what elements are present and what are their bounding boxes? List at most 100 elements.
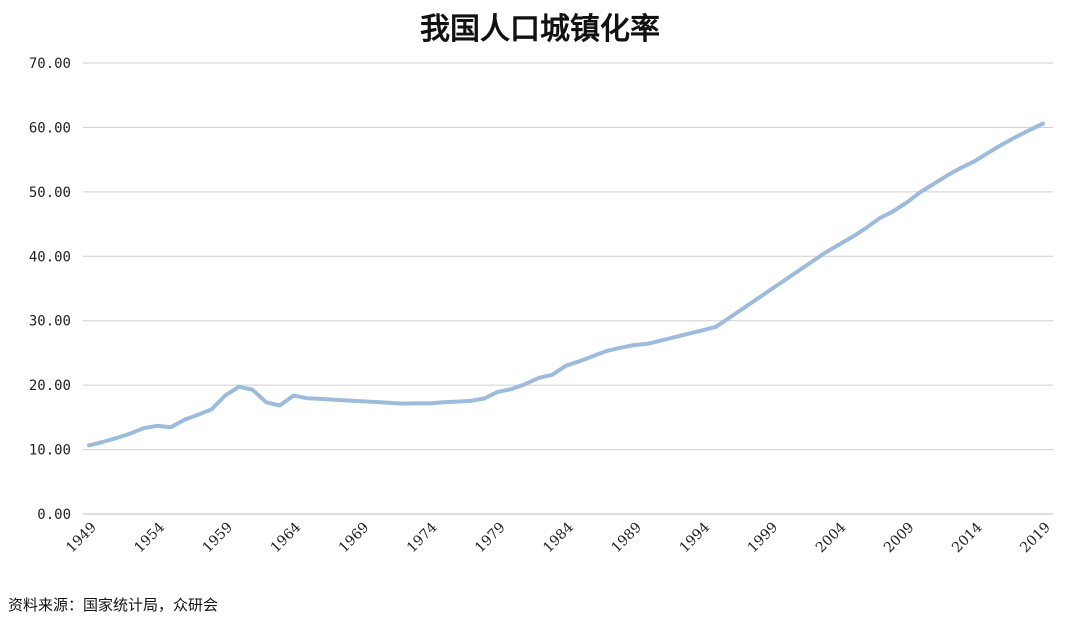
data-point [946, 173, 950, 177]
series-line [87, 121, 1045, 448]
data-point [428, 401, 432, 405]
data-point [755, 297, 759, 301]
data-point [837, 243, 841, 247]
x-tick-label: 1959 [200, 520, 237, 557]
chart-title: 我国人口城镇化率 [420, 12, 660, 47]
data-point [414, 401, 418, 405]
y-tick-label: 60.00 [29, 120, 71, 136]
data-point [305, 396, 309, 400]
data-point [578, 359, 582, 363]
x-tick-label: 1999 [745, 520, 782, 557]
data-point [291, 394, 295, 398]
x-tick-label: 1984 [540, 519, 577, 556]
data-point [796, 269, 800, 273]
data-point [373, 400, 377, 404]
x-axis-ticks: 1949 1954 1959 1964 1969 1974 1979 1984 1989 1994… [63, 519, 1054, 556]
data-point [659, 338, 663, 342]
x-tick-label: 2019 [1017, 520, 1054, 557]
data-point [142, 426, 146, 430]
data-point [400, 402, 404, 406]
y-tick-label: 50.00 [29, 185, 71, 201]
data-point [346, 398, 350, 402]
data-point [632, 343, 636, 347]
data-point [101, 440, 105, 444]
data-point [196, 413, 200, 417]
data-point [741, 306, 745, 310]
data-point [918, 190, 922, 194]
data-point [169, 425, 173, 429]
x-tick-label: 1969 [336, 520, 373, 557]
data-point [155, 424, 159, 428]
data-point [1000, 143, 1004, 147]
data-point [673, 335, 677, 339]
series-lines [87, 121, 1045, 448]
data-point [237, 385, 241, 389]
data-point [87, 443, 91, 447]
data-point [850, 235, 854, 239]
gridlines [83, 62, 1053, 515]
x-tick-label: 2009 [881, 520, 918, 557]
data-point [1041, 122, 1045, 126]
data-point [278, 404, 282, 408]
data-point [360, 399, 364, 403]
data-point [714, 325, 718, 329]
data-point [973, 159, 977, 163]
y-tick-label: 10.00 [29, 443, 71, 459]
x-tick-label: 1979 [472, 520, 509, 557]
data-point [809, 260, 813, 264]
data-point [591, 354, 595, 358]
y-tick-label: 40.00 [29, 249, 71, 265]
x-tick-label: 1964 [268, 519, 305, 556]
data-point [700, 328, 704, 332]
data-point [496, 390, 500, 394]
data-point [646, 342, 650, 346]
y-tick-label: 20.00 [29, 378, 71, 394]
y-tick-label: 30.00 [29, 314, 71, 330]
x-tick-label: 1974 [404, 519, 441, 556]
source-note: 资料来源：国家统计局，众研会 [8, 596, 219, 614]
data-point [441, 400, 445, 404]
data-point [319, 397, 323, 401]
data-point [1014, 135, 1018, 139]
data-point [782, 279, 786, 283]
y-axis-ticks: 0.00 10.00 20.00 30.00 40.00 50.00 60.00 70.00 [29, 56, 71, 523]
data-point [469, 399, 473, 403]
data-point [264, 400, 268, 404]
data-point [877, 216, 881, 220]
data-point [537, 376, 541, 380]
data-point [509, 387, 513, 391]
y-tick-label: 70.00 [29, 56, 71, 72]
x-tick-label: 2004 [813, 519, 850, 556]
x-tick-label: 1994 [677, 519, 714, 556]
data-point [482, 397, 486, 401]
data-point [114, 436, 118, 440]
data-point [251, 388, 255, 392]
data-point [564, 364, 568, 368]
data-point [959, 166, 963, 170]
data-point [332, 398, 336, 402]
x-tick-label: 1949 [63, 520, 100, 557]
data-point [687, 332, 691, 336]
data-point [182, 418, 186, 422]
data-point [523, 382, 527, 386]
data-point [864, 226, 868, 230]
data-point [455, 400, 459, 404]
y-tick-label: 0.00 [37, 507, 71, 523]
data-point [768, 288, 772, 292]
data-point [619, 346, 623, 350]
data-point [823, 251, 827, 255]
data-point [1027, 128, 1031, 132]
data-point [223, 393, 227, 397]
x-tick-label: 2014 [949, 519, 986, 556]
data-point [986, 151, 990, 155]
data-point [932, 182, 936, 186]
data-point [891, 209, 895, 213]
data-point [905, 201, 909, 205]
x-tick-label: 1989 [608, 520, 645, 557]
data-point [210, 407, 214, 411]
data-point [728, 316, 732, 320]
data-point [387, 401, 391, 405]
data-point [550, 373, 554, 377]
data-point [605, 349, 609, 353]
